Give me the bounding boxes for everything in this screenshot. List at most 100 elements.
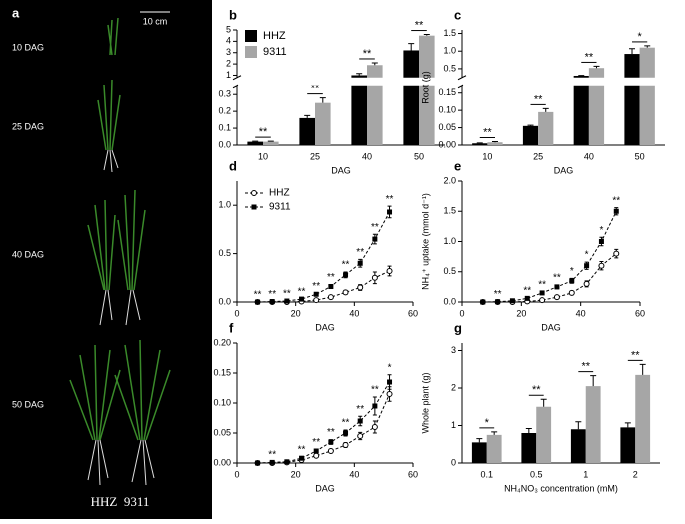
marker <box>299 297 304 302</box>
marker <box>314 292 319 297</box>
error-bar <box>629 49 635 54</box>
bar <box>472 442 487 463</box>
x-tick-label: 60 <box>408 469 418 479</box>
y-tick-label: 0.2 <box>218 106 231 116</box>
error-bar <box>372 63 378 65</box>
y-tick-label: 2 <box>226 58 231 68</box>
panel-letter: b <box>229 7 237 22</box>
series-line <box>258 394 390 463</box>
marker <box>328 295 333 300</box>
marker <box>525 296 530 301</box>
x-tick-label: 40 <box>584 151 594 161</box>
marker <box>328 284 333 289</box>
panel-letter: e <box>454 158 461 173</box>
marker <box>387 380 392 385</box>
marker <box>372 275 377 280</box>
marker <box>387 392 392 397</box>
significance-label: ** <box>532 384 541 396</box>
error-bar <box>268 141 274 142</box>
significance-label: ** <box>342 260 350 271</box>
panel-letter: c <box>454 7 461 22</box>
stage-label: 50 DAG <box>12 399 44 409</box>
error-bar <box>590 376 596 387</box>
cultivar-label: HHZ 9311 <box>91 494 150 509</box>
marker <box>252 191 257 196</box>
x-tick-label: 1 <box>583 469 588 479</box>
significance-label: ** <box>371 385 379 396</box>
significance-label: ** <box>386 194 394 205</box>
x-tick-label: 0 <box>459 308 464 318</box>
y-tick-label: 2.0 <box>443 175 456 185</box>
x-tick-label: 0.1 <box>480 469 493 479</box>
panel-letter: g <box>454 320 462 335</box>
marker <box>540 298 545 303</box>
marker <box>343 431 348 436</box>
panel-letter: f <box>229 320 234 335</box>
y-tick-label: 1.5 <box>443 28 456 38</box>
x-tick-label: 60 <box>635 308 645 318</box>
x-tick-label: 60 <box>408 308 418 318</box>
marker <box>314 453 319 458</box>
y-tick-label: 1.0 <box>218 200 231 210</box>
x-tick-label: 10 <box>482 151 492 161</box>
bar <box>640 48 655 145</box>
error-bar <box>320 98 326 103</box>
x-tick-label: 25 <box>310 151 320 161</box>
scale-label: 10 cm <box>143 16 168 26</box>
bar <box>247 142 263 145</box>
marker <box>372 404 377 409</box>
significance-label: ** <box>254 290 262 301</box>
marker <box>540 290 545 295</box>
legend-label: 9311 <box>269 202 291 213</box>
legend-swatch <box>245 46 257 58</box>
significance-label: ** <box>494 289 502 300</box>
break-gap <box>238 78 446 86</box>
marker <box>372 425 377 430</box>
x-axis-label: DAG <box>315 483 335 493</box>
marker <box>358 419 363 424</box>
significance-label: ** <box>585 51 594 63</box>
error-bar <box>625 423 631 428</box>
series-line <box>483 254 617 302</box>
error-bar <box>424 35 430 36</box>
break-gap <box>463 78 666 86</box>
marker <box>358 285 363 290</box>
y-tick-label: 0.10 <box>213 397 231 407</box>
marker <box>480 300 485 305</box>
significance-label: ** <box>415 19 424 31</box>
significance-label: ** <box>342 418 350 429</box>
marker <box>569 290 574 295</box>
x-tick-label: 0.5 <box>530 469 543 479</box>
panel-letter: a <box>12 5 20 20</box>
significance-label: ** <box>259 126 268 138</box>
significance-label: ** <box>538 279 546 290</box>
bar <box>586 386 601 463</box>
bar <box>315 103 331 145</box>
marker <box>614 251 619 256</box>
bar <box>487 435 502 463</box>
error-bar <box>644 46 650 48</box>
y-axis-label: Whole plant (g) <box>420 372 430 433</box>
bar <box>487 142 502 145</box>
error-bar <box>575 422 581 430</box>
error-bar <box>408 44 414 51</box>
y-tick-label: 0.00 <box>213 457 231 467</box>
y-tick-label: 0.1 <box>218 122 231 132</box>
error-bar <box>492 142 498 143</box>
x-tick-label: 25 <box>533 151 543 161</box>
y-tick-label: 0.20 <box>213 337 231 347</box>
marker <box>284 459 289 464</box>
significance-label: ** <box>581 361 590 373</box>
significance-label: ** <box>298 286 306 297</box>
significance-label: * <box>637 31 642 43</box>
error-bar <box>593 66 599 68</box>
error-bar <box>476 439 482 443</box>
bar <box>351 75 367 145</box>
y-tick-label: 0.00 <box>438 139 456 149</box>
y-tick-label: 0.05 <box>438 122 456 132</box>
bar <box>299 118 315 145</box>
significance-label: ** <box>312 437 320 448</box>
x-tick-label: 0 <box>234 469 239 479</box>
marker <box>599 239 604 244</box>
